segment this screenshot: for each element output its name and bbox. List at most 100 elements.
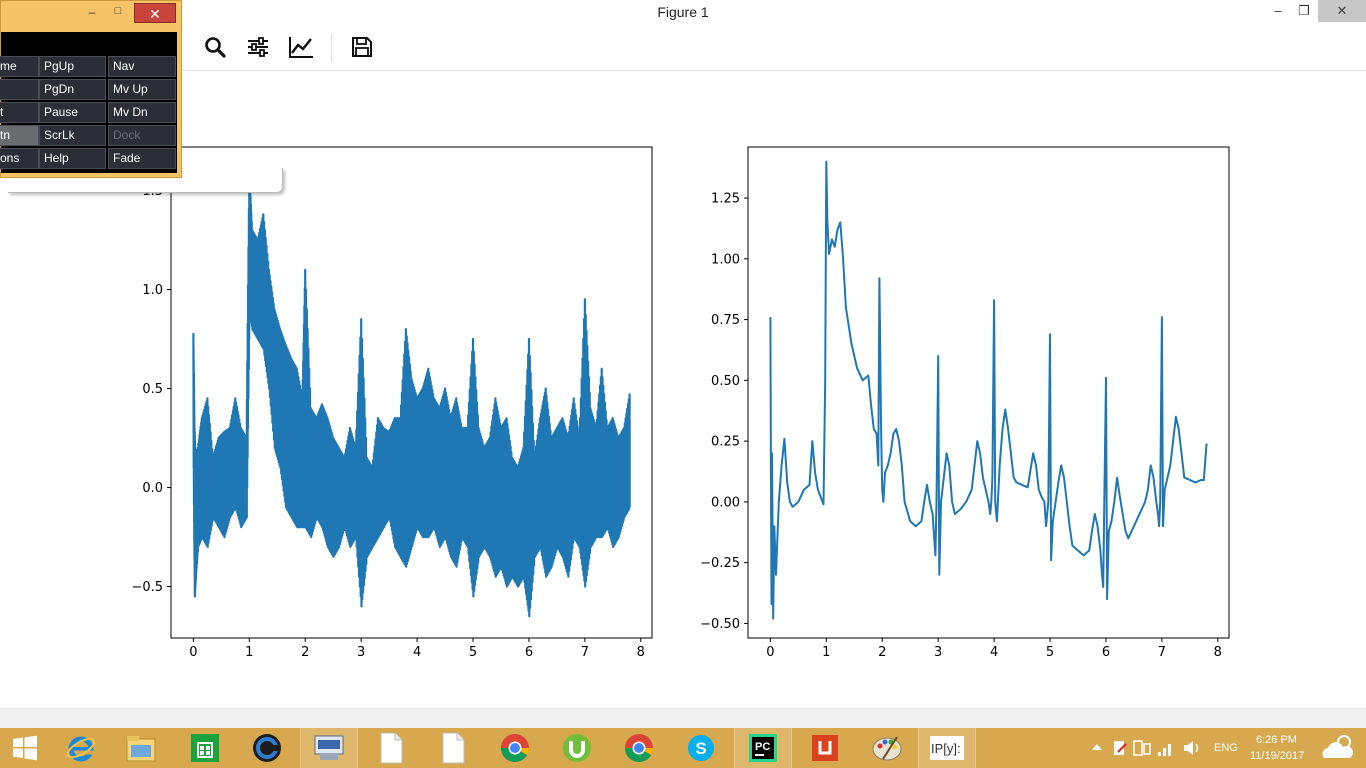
circle-logo-icon [253, 734, 281, 762]
internet-explorer-icon [66, 736, 96, 762]
taskbar-internet-explorer[interactable] [52, 728, 110, 768]
x-tick-label: 7 [1158, 645, 1166, 660]
language-indicator[interactable]: ENG [1214, 742, 1238, 754]
taskbar: S PC IP[y]: [0, 728, 1366, 768]
y-tick-label: −0.5 [131, 580, 163, 595]
y-tick-label: 1.00 [711, 252, 740, 267]
line-chart-icon [289, 37, 313, 58]
clock-time[interactable]: 6:26 PM [1256, 734, 1297, 746]
edit-axis-button[interactable] [285, 32, 317, 62]
key-fade[interactable]: Fade [108, 148, 176, 169]
x-tick-label: 6 [1102, 645, 1110, 660]
taskbar-chrome-1[interactable] [486, 728, 544, 768]
x-tick-label: 7 [581, 645, 589, 660]
key-nav[interactable]: Nav [108, 56, 176, 77]
minimize-button[interactable]: – [1274, 3, 1282, 18]
volume-icon [1184, 741, 1193, 755]
taskbar-pycharm[interactable]: PC [734, 728, 792, 768]
ipython-icon: IP[y]: [930, 736, 964, 760]
taskbar-chrome-2[interactable] [610, 728, 668, 768]
taskbar-skype[interactable]: S [672, 728, 730, 768]
x-tick-label: 3 [357, 645, 365, 660]
key-prtscn[interactable]: tn [0, 125, 39, 146]
taskbar-document-2[interactable] [424, 728, 482, 768]
ipython-label: IP[y]: [931, 741, 961, 756]
chrome-icon [501, 734, 529, 762]
taskbar-document-1[interactable] [362, 728, 420, 768]
sliders-icon [248, 37, 268, 57]
key-home[interactable]: me [0, 56, 39, 77]
x-tick-label: 2 [301, 645, 309, 660]
on-screen-keyboard-window[interactable]: – □ ✕ me PgUp Nav PgDn Mv Up t Pause Mv … [0, 0, 182, 178]
taskbar-file-explorer[interactable] [112, 728, 170, 768]
key-pgdn[interactable]: PgDn [39, 79, 106, 100]
key-insert[interactable]: t [0, 102, 39, 123]
document-icon [442, 732, 465, 764]
floppy-disk-icon [352, 37, 372, 57]
x-tick-label: 5 [469, 645, 477, 660]
key-options[interactable]: ons [0, 148, 39, 169]
y-tick-label: 0.25 [711, 435, 740, 450]
configure-subplots-button[interactable] [242, 32, 274, 62]
osk-close-button[interactable]: ✕ [134, 3, 176, 23]
window-title: Figure 1 [657, 4, 709, 20]
figure-svg: 012345678−0.50.00.51.01.5012345678−0.50−… [131, 146, 1230, 660]
axes-frame-1 [170, 146, 653, 639]
key-mv-up[interactable]: Mv Up [108, 79, 176, 100]
taskbar-ipython[interactable]: IP[y]: [918, 728, 976, 768]
y-tick-label: 0.0 [142, 481, 163, 496]
key-scrlk[interactable]: ScrLk [39, 125, 106, 146]
system-tray: ENG 6:26 PM 11/19/2017 [1088, 728, 1366, 768]
figure-toolbar [0, 24, 1366, 71]
axes-frame-2 [747, 146, 1230, 639]
taskbar-on-screen-keyboard[interactable] [300, 728, 358, 768]
taskbar-ccleaner[interactable] [238, 728, 296, 768]
key-pause[interactable]: Pause [39, 102, 106, 123]
x-tick-label: 8 [1214, 645, 1222, 660]
save-button[interactable] [346, 32, 378, 62]
osk-minimize-button[interactable]: – [88, 5, 96, 19]
battery-icon [1133, 740, 1143, 756]
restore-button[interactable]: ❐ [1298, 3, 1310, 18]
key-dock[interactable]: Dock [108, 125, 176, 146]
magnifier-icon [205, 37, 226, 58]
pycharm-label: PC [755, 741, 770, 753]
y-tick-label: −0.25 [700, 556, 740, 571]
zoom-button[interactable] [199, 32, 231, 62]
taskbar-red-app[interactable] [796, 728, 854, 768]
skype-icon: S [688, 735, 714, 761]
toolbar-separator [331, 34, 332, 62]
key-end[interactable] [0, 79, 39, 100]
close-button[interactable]: ✕ [1318, 0, 1366, 22]
key-mv-dn[interactable]: Mv Dn [108, 102, 176, 123]
document-icon [380, 732, 403, 764]
x-tick-label: 6 [525, 645, 533, 660]
osk-keys: me PgUp Nav PgDn Mv Up t Pause Mv Dn tn … [0, 32, 177, 173]
taskbar-paint[interactable] [858, 728, 916, 768]
y-tick-label: 1.25 [711, 192, 740, 207]
start-button[interactable] [0, 728, 50, 768]
osk-titlebar[interactable]: – □ ✕ [1, 1, 183, 27]
y-tick-label: 0.50 [711, 374, 740, 389]
x-tick-label: 0 [189, 645, 197, 660]
folder-icon [126, 736, 156, 762]
series-line-2 [769, 160, 1208, 620]
x-tick-label: 1 [245, 645, 253, 660]
clock-date[interactable]: 11/19/2017 [1250, 750, 1305, 762]
taskbar-utorrent[interactable] [548, 728, 606, 768]
y-tick-label: −0.50 [700, 617, 740, 632]
key-pgup[interactable]: PgUp [39, 56, 106, 77]
y-tick-label: 1.0 [142, 283, 163, 298]
keyboard-icon [314, 735, 344, 760]
osk-maximize-button[interactable]: □ [114, 5, 122, 17]
key-help[interactable]: Help [39, 148, 106, 169]
figure-canvas[interactable]: 012345678−0.50.00.51.01.5012345678−0.50−… [0, 71, 1366, 708]
x-tick-label: 0 [766, 645, 774, 660]
window-titlebar: Figure 1 – ❐ ✕ [0, 0, 1366, 24]
utorrent-icon [563, 734, 591, 762]
pycharm-icon: PC [749, 734, 777, 762]
x-tick-label: 3 [934, 645, 942, 660]
weather-cloud-icon [1322, 735, 1354, 758]
taskbar-store[interactable] [176, 728, 234, 768]
show-hidden-icons-icon [1092, 744, 1102, 750]
